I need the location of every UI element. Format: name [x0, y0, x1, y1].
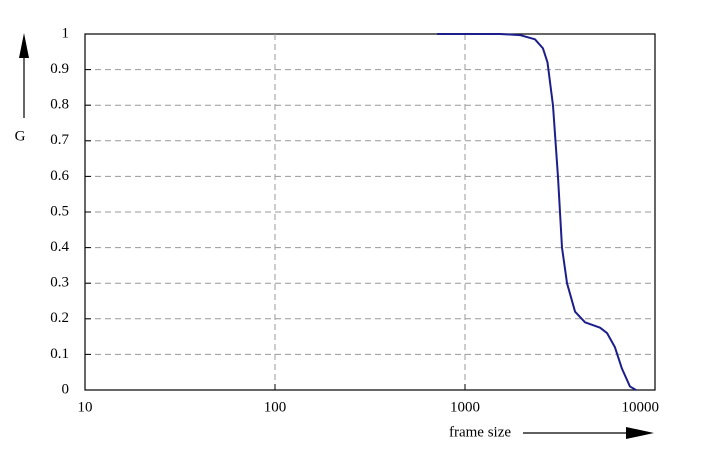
x-axis-label: frame size — [449, 424, 511, 440]
y-tick-label: 0.3 — [50, 275, 69, 291]
y-axis-label: G — [15, 128, 26, 144]
x-tick-label: 10000 — [622, 399, 660, 415]
y-tick-label: 0.5 — [50, 203, 69, 219]
x-tick-label: 1000 — [450, 399, 480, 415]
line-series — [437, 33, 637, 391]
y-tick-label: 0.8 — [50, 97, 69, 113]
x-tick-label: 10 — [78, 399, 93, 415]
x-tick-label: 100 — [264, 399, 287, 415]
y-tick-label: 0.7 — [50, 132, 69, 148]
y-tick-label: 0.1 — [50, 346, 69, 362]
y-tick-label: 0 — [62, 381, 70, 397]
y-tick-label: 0.9 — [50, 61, 69, 77]
x-arrow-head — [626, 427, 654, 439]
y-tick-label: 0.6 — [50, 168, 69, 184]
y-tick-label: 0.4 — [50, 239, 69, 255]
y-arrow-head — [19, 33, 29, 58]
y-tick-label: 1 — [62, 25, 70, 41]
y-tick-label: 0.2 — [50, 310, 69, 326]
